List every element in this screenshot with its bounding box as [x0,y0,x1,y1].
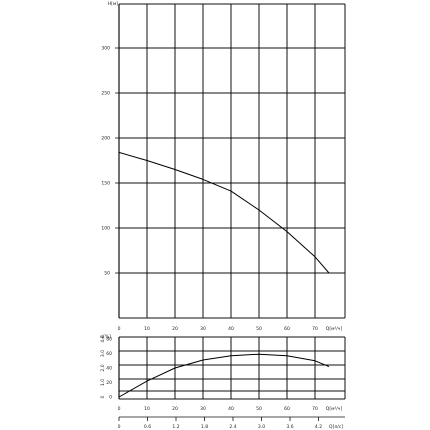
eff-x-tick-label: 10 [144,406,150,412]
head-y-tick-label: 50 [104,271,110,277]
head-x-tick-label: 60 [284,326,290,332]
left-axis-value: 3.0 [100,350,106,357]
left-axis-value: 0 [100,395,106,398]
eff-x-tick-label: 40 [228,406,234,412]
eff-y-tick-label: 0 [109,395,112,401]
head-y-tick-label: 250 [101,91,110,97]
eff-x-tick-label: 0 [118,406,121,412]
eff-x-axis-label: Q[м³/ч] [326,406,343,412]
flow-lps-tick-label: 4.2 [315,424,322,430]
head-curve [118,151,330,274]
head-x-tick-label: 20 [172,326,178,332]
eff-x-tick-label: 20 [172,406,178,412]
eff-x-tick-label: 50 [256,406,262,412]
eff-y-tick-label: 80 [106,337,112,343]
head-x-tick-label: 30 [200,326,206,332]
eff-x-tick-label: 30 [200,406,206,412]
efficiency-chart: 0 20 40 60 80η[%] 0 10 20 30 40 50 60 70 Q[м³/ч] [100,334,346,412]
left-axis-value: 4.0 [100,335,106,342]
flow-lps-tick-label: 1.2 [172,424,179,430]
head-y-tick-label: 300 [101,46,110,52]
head-x-axis-label: Q[м³/ч] [326,326,343,332]
flow-lps-axis: 0 0.6 1.2 1.8 2.4 3.0 3.6 4.2 Q[л/с] [118,416,345,430]
left-axis-value: 1.0 [100,379,106,386]
head-x-tick-label: 50 [256,326,262,332]
eff-x-tick-label: 60 [284,406,290,412]
flow-lps-tick-label: 3.0 [258,424,265,430]
eff-y-tick-label: 60 [106,351,112,357]
head-x-tick-label: 40 [228,326,234,332]
flow-lps-tick-label: 0.6 [144,424,151,430]
head-x-tick-label: 10 [144,326,150,332]
flow-lps-tick-label: 1.8 [201,424,208,430]
head-y-tick-label: 150 [101,181,110,187]
flow-lps-tick-label: 2.4 [229,424,236,430]
eff-y-tick-label: 20 [106,380,112,386]
head-x-tick-label: 70 [312,326,318,332]
flow-lps-axis-label: Q[л/с] [329,424,343,430]
eff-y-axis-label: η[%] [100,334,111,340]
left-axis-value: 2.0 [100,364,106,371]
eff-x-tick-label: 70 [312,406,318,412]
left-value-axis: 0 1.0 2.0 3.0 4.0 [100,335,106,398]
flow-lps-tick-label: 3.6 [286,424,293,430]
head-y-axis-label: H[м] [108,1,119,7]
flow-lps-tick-label: 0 [118,424,121,430]
eff-y-tick-label: 40 [106,366,112,372]
head-x-tick-label: 0 [118,326,121,332]
head-chart: 50 100 150 200 250 300 H[м] 0 10 20 30 40 50 60 70 Q[м³… [101,1,346,332]
head-y-tick-label: 200 [101,136,110,142]
efficiency-curve [118,353,330,398]
head-y-tick-label: 100 [101,226,110,232]
